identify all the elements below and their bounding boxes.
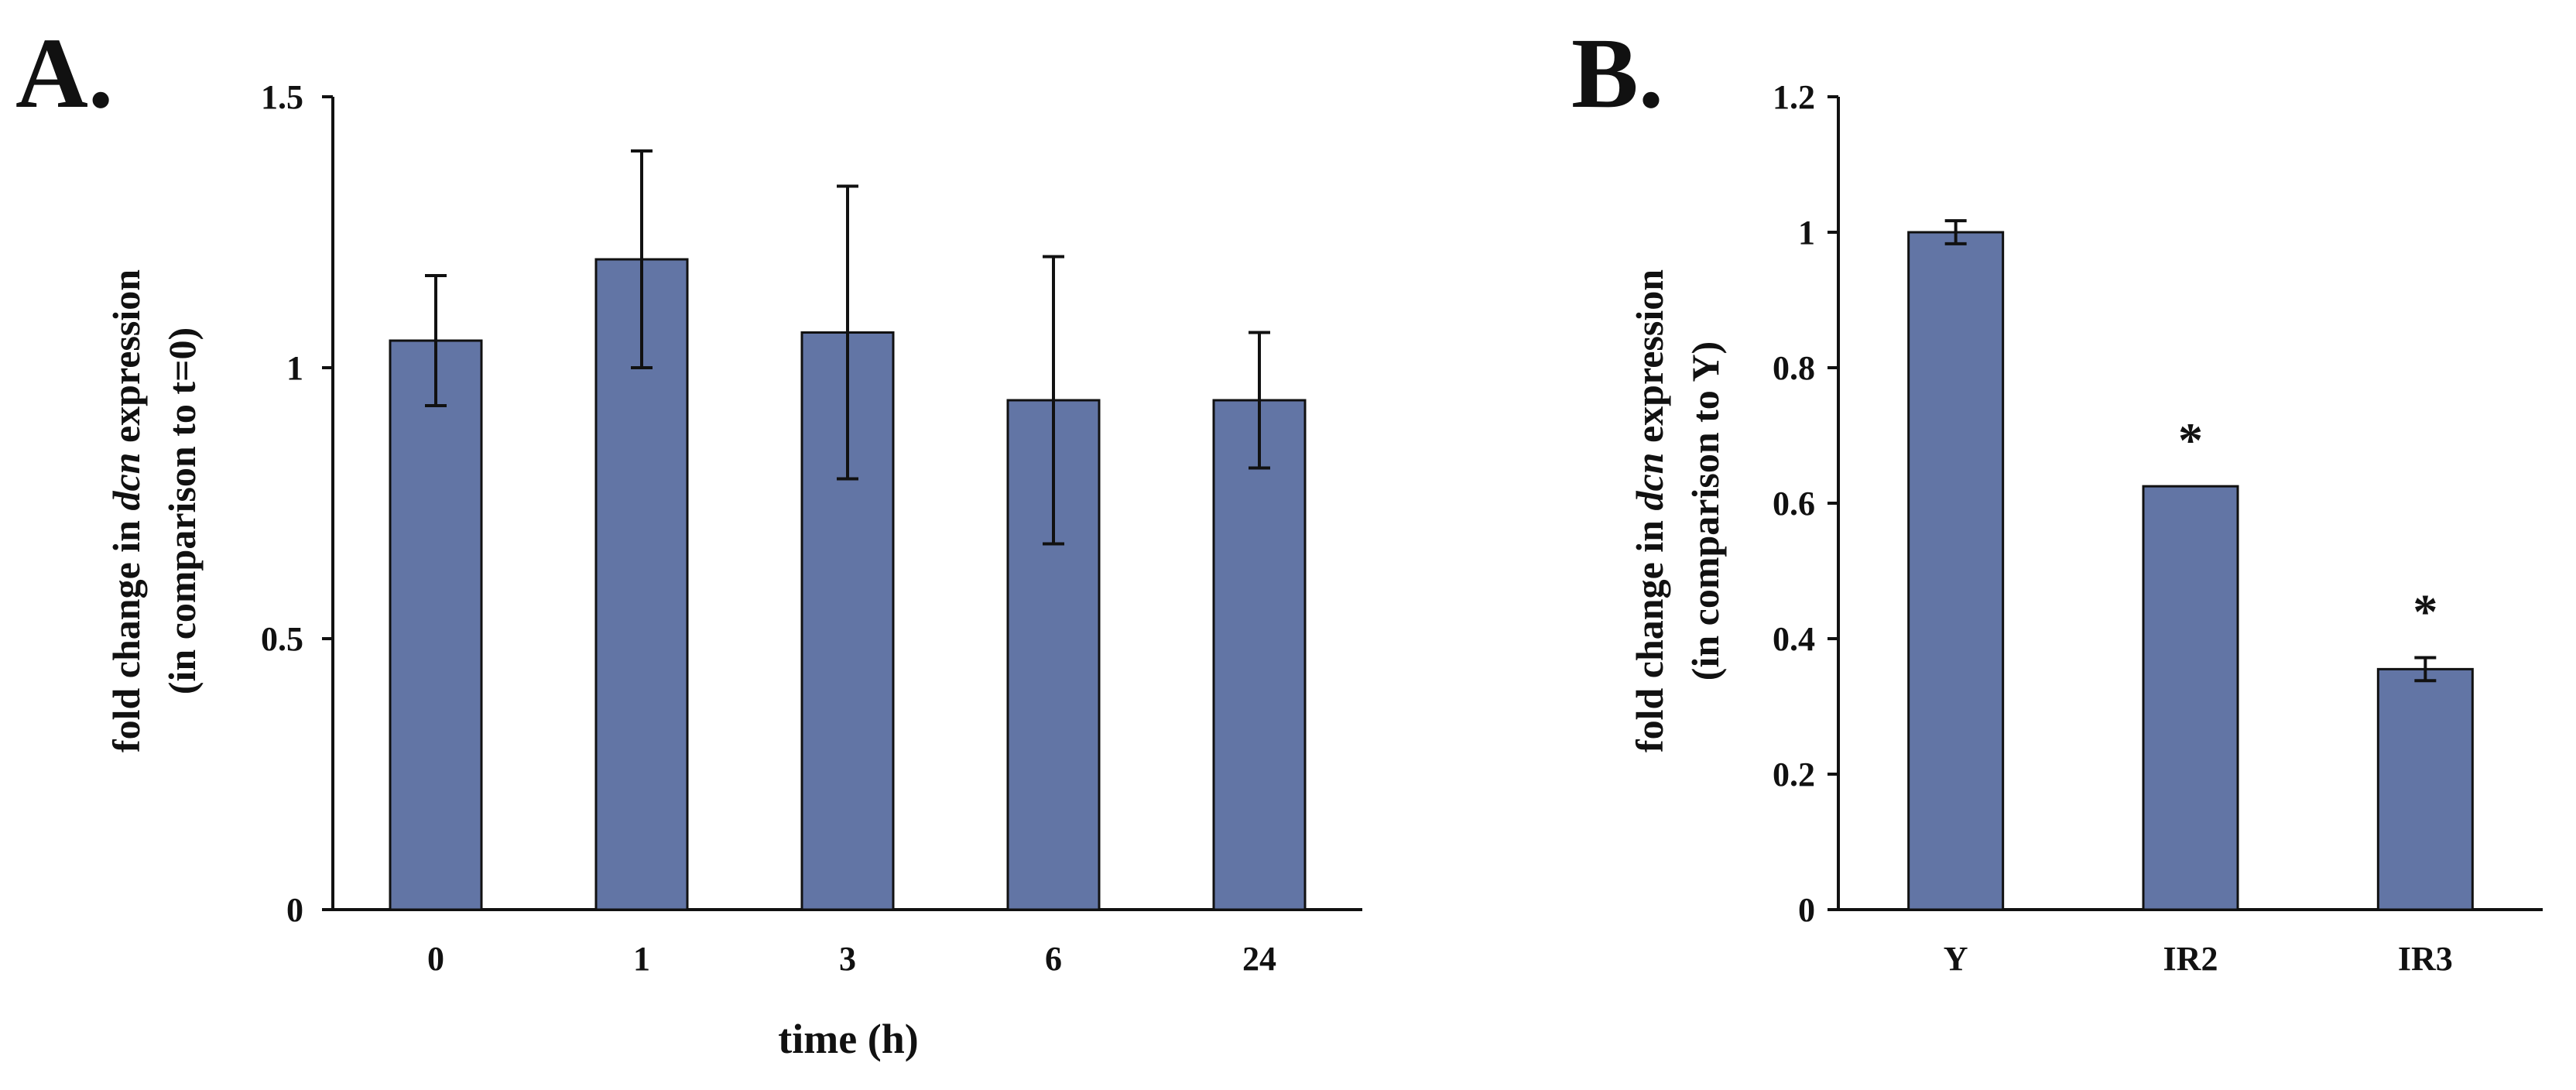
panel-b: B. fold change in dcn expression (in com… [1571, 18, 2543, 978]
panel-b-x-tick-label: IR2 [2163, 940, 2218, 978]
panel-a-ylabel-line2: (in comparison to t=0) [160, 327, 204, 694]
panel-a-ylabel-line1: fold change in dcn expression [104, 269, 148, 752]
panel-a-xlabel: time (h) [778, 1016, 918, 1062]
panel-b-letter: B. [1571, 18, 1663, 129]
panel-b-y-tick-label: 0.2 [1773, 756, 1815, 794]
panel-b-y-tick-label: 0.4 [1773, 620, 1815, 658]
panel-a-y-tick-label: 0.5 [261, 620, 303, 658]
panel-b-bar [2376, 667, 2474, 911]
panel-b-significance-marker: * [2413, 584, 2437, 639]
panel-a-x-tick-label: 24 [1242, 940, 1276, 978]
panel-b-x-tick-label: Y [1944, 940, 1968, 978]
panel-a-x-tick-label: 0 [427, 940, 444, 978]
panel-a-x-tick-label: 1 [633, 940, 650, 978]
panel-a-x-tick-label: 6 [1045, 940, 1062, 978]
panel-a: A. fold change in dcn expression (in com… [15, 18, 1362, 1062]
panel-b-y-tick-label: 0 [1798, 891, 1815, 929]
panel-b-significance-marker: * [2178, 413, 2203, 468]
panel-a-y-tick-label: 0 [286, 891, 303, 929]
panel-a-bar [1212, 399, 1307, 911]
panel-a-y-axis-title: fold change in dcn expression (in compar… [104, 269, 204, 752]
panel-b-y-axis-title: fold change in dcn expression (in compar… [1628, 269, 1727, 752]
panel-b-x-tick-label: IR3 [2398, 940, 2453, 978]
panel-b-y-tick-label: 0.6 [1773, 485, 1815, 523]
panel-a-y-tick-label: 1 [286, 349, 303, 387]
panel-b-y-tick-label: 1 [1798, 214, 1815, 252]
panel-b-bar [1907, 231, 2005, 911]
panel-a-x-tick-label: 3 [839, 940, 856, 978]
panel-b-ylabel-line1: fold change in dcn expression [1628, 269, 1671, 752]
panel-a-bar [389, 339, 483, 911]
panel-a-letter: A. [15, 18, 113, 129]
panel-b-bar [2142, 485, 2239, 911]
panel-a-y-tick-label: 1.5 [261, 78, 303, 116]
panel-b-y-tick-label: 0.8 [1773, 349, 1815, 387]
panel-b-ylabel-line2: (in comparison to Y) [1684, 341, 1727, 680]
panel-b-y-tick-label: 1.2 [1773, 78, 1815, 116]
